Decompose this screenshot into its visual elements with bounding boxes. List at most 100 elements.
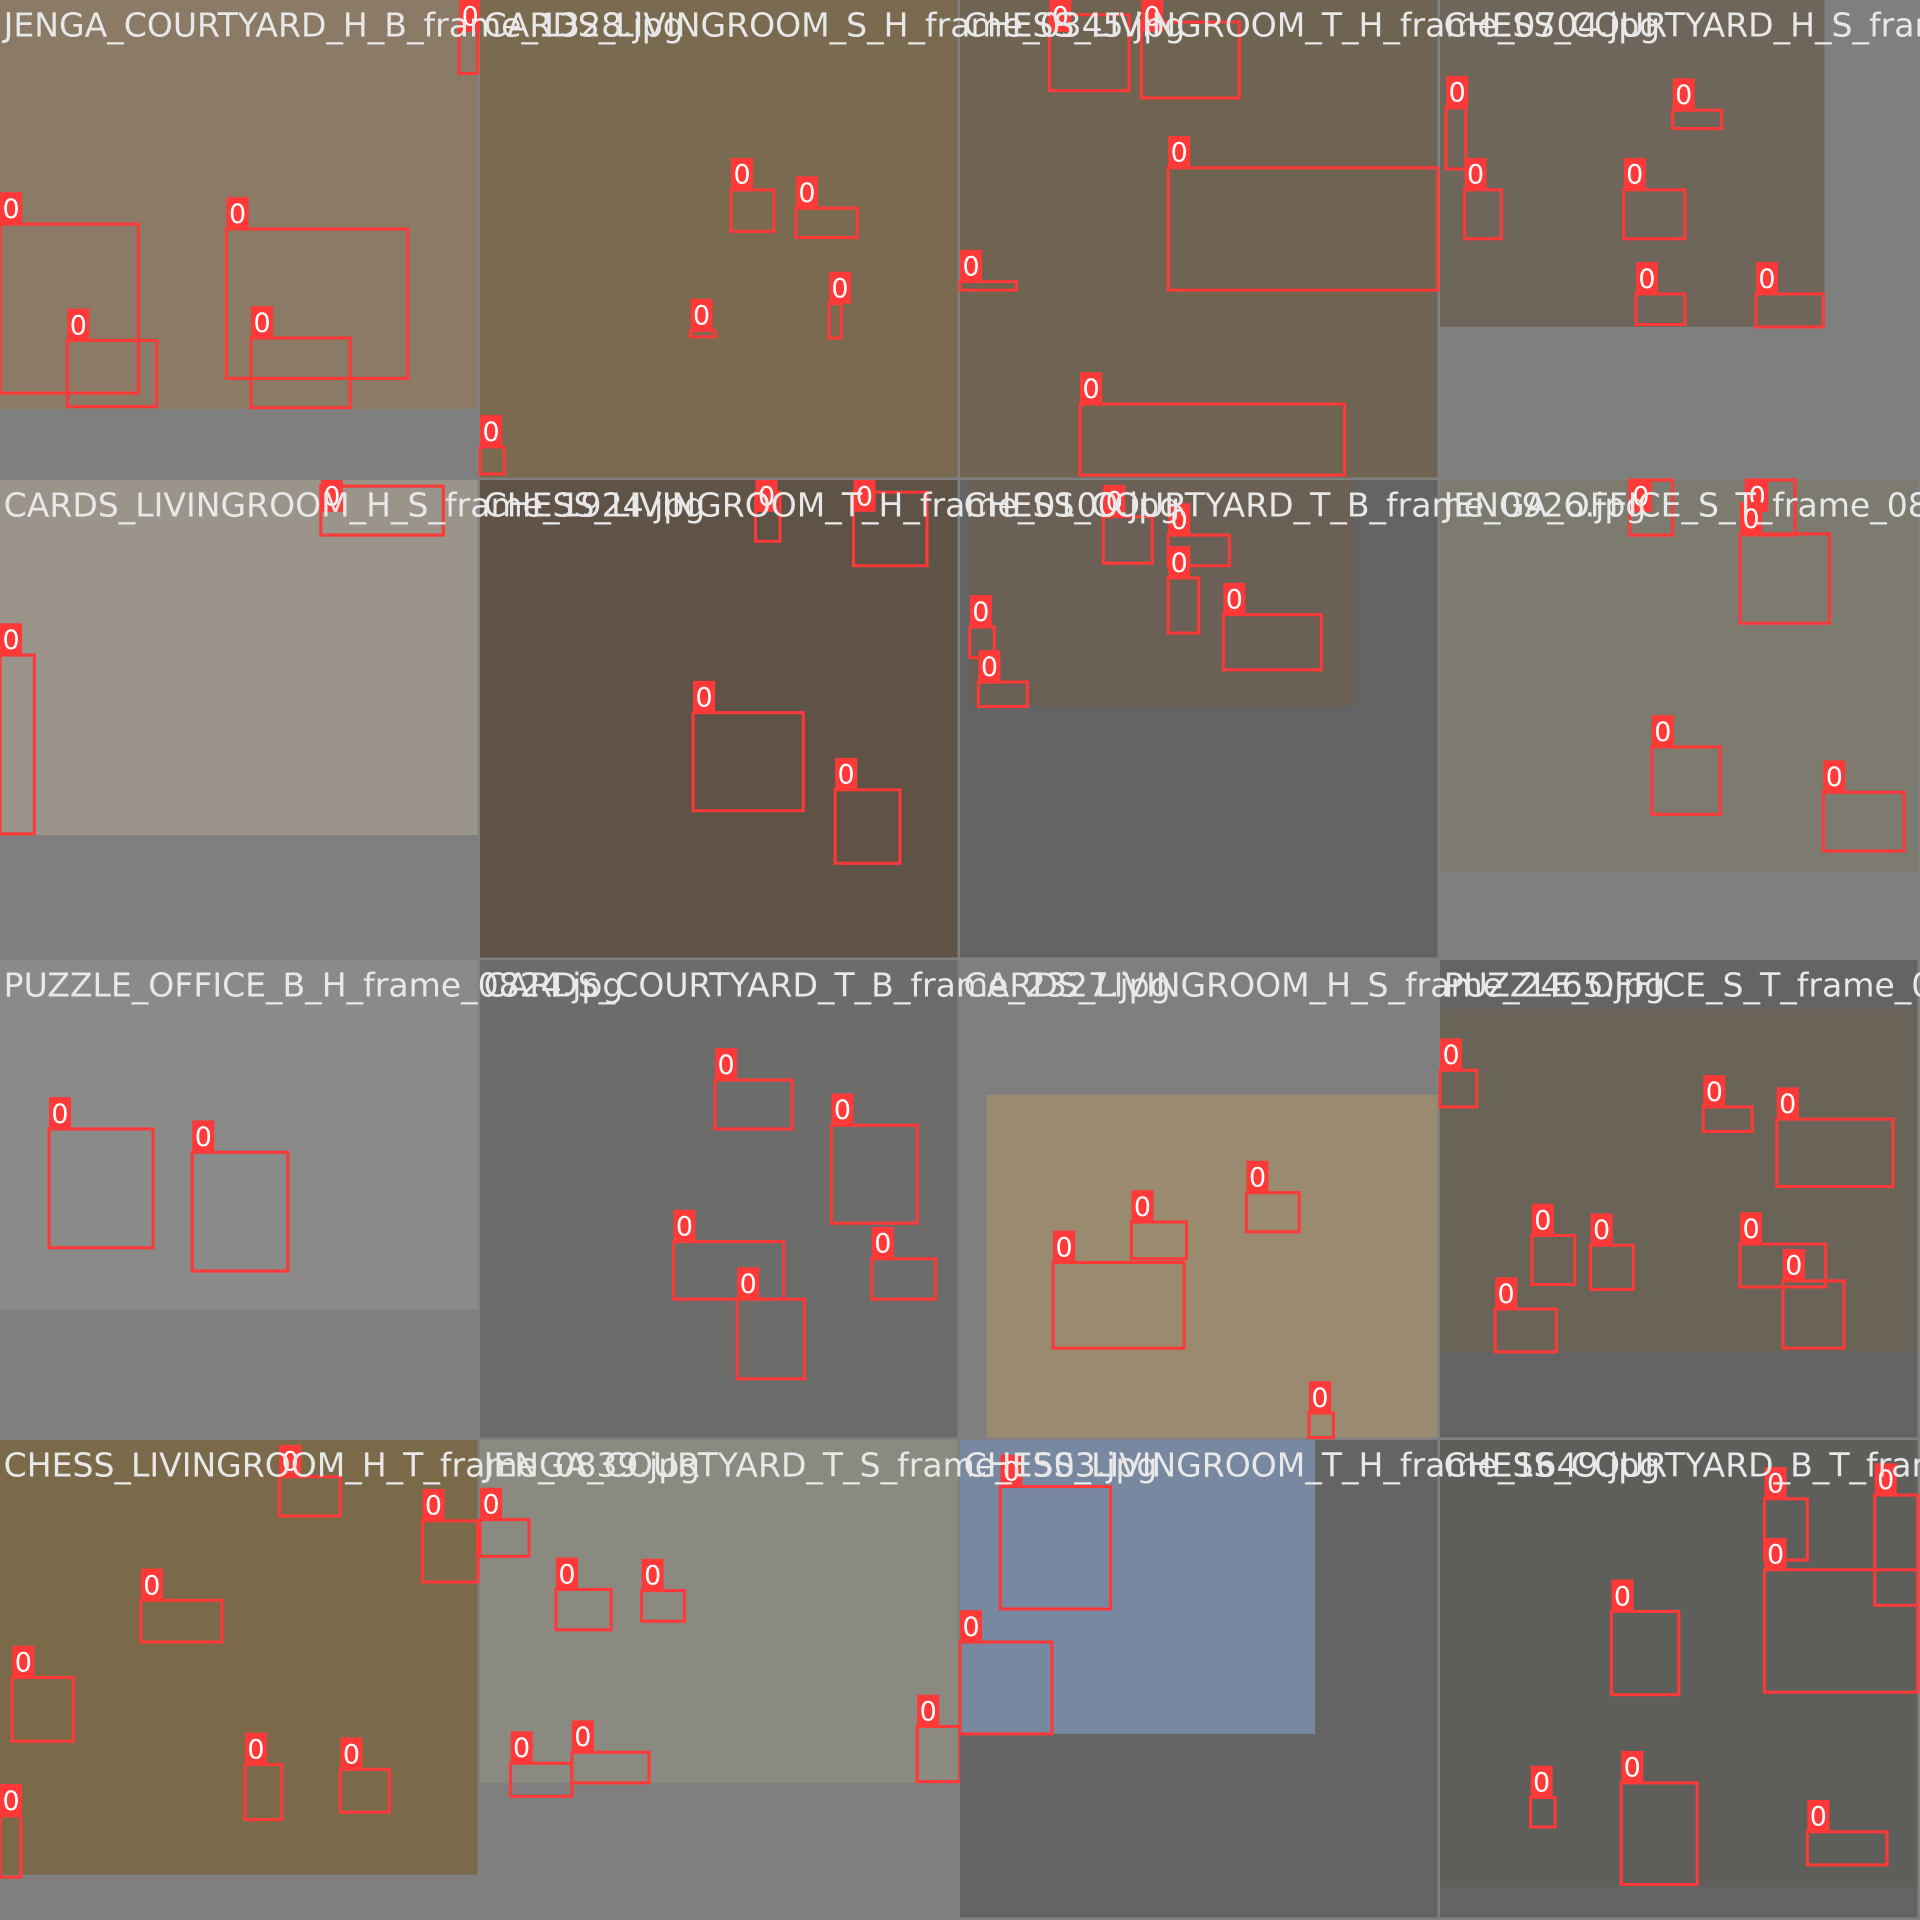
tile-title: CARDS_LIVINGROOM_S_H_frame_0345.jpg [484,6,1186,45]
tile-title: JENGA_OFFICE_S_T_frame_0824.jpg [1442,486,1920,525]
label-background [831,1093,854,1126]
bounding-box [1101,515,1154,565]
label-background [422,1488,445,1521]
bounding-box [833,788,902,865]
bounding-box [1221,613,1323,672]
class-label: 0 [1534,1205,1551,1236]
bounding-box [1493,1307,1558,1354]
photo [1440,1008,1918,1352]
tile: 0 0 0 0 0 [480,960,958,1438]
class-label: 0 [143,1570,160,1601]
class-label: 0 [1134,1192,1151,1223]
label-background [1651,715,1674,747]
class-label: 0 [758,482,775,513]
bounding-box [570,1750,651,1785]
class-label: 0 [733,160,750,191]
class-label: 0 [70,310,87,341]
label-background [510,1731,533,1764]
label-background [853,480,876,512]
label-background [1080,372,1103,405]
label-background [1049,0,1072,32]
label-background [1874,1463,1897,1496]
bounding-box [190,1150,290,1273]
bounding-box [1078,402,1347,477]
label-background [828,271,852,304]
label-background [571,1720,594,1753]
bounding-box [1245,1191,1301,1234]
tile-title: CHESS_LIVINGROOM_H_T_frame_0839.jpg [4,1446,701,1485]
class-label: 0 [1593,1215,1610,1246]
label-background [1246,1160,1269,1193]
class-label: 0 [574,1722,591,1753]
class-label: 0 [981,652,998,683]
label-background [835,757,858,790]
tile: 0 0 0 0 [480,480,958,958]
photo [960,1440,1316,1734]
label-background [1590,1213,1613,1246]
tile: 0 0 0 0 0 0 [478,1440,962,1918]
label-background [1531,1203,1554,1236]
class-label: 0 [195,1122,212,1153]
tile-title: PUZZLE_OFFICE_S_T_frame_0839.jpg [1444,966,1920,1005]
label-background [480,1487,503,1520]
class-label: 0 [15,1647,32,1678]
class-label: 0 [874,1229,891,1260]
class-label: 0 [676,1212,693,1243]
label-background [1131,1190,1154,1223]
label-background [1141,0,1164,32]
class-label: 0 [1654,717,1671,748]
bounding-box [1754,292,1825,329]
class-label: 0 [558,1559,575,1590]
label-background [1446,75,1469,108]
class-label: 0 [1082,374,1099,405]
label-background [0,623,23,656]
bounding-box [1821,790,1906,853]
label-background [1823,760,1846,793]
tile-title: CHESS_COURTYARD_H_S_frame_1924.jpg [1444,6,1920,45]
label-background [1464,157,1487,190]
tile: 0 0 0 0 0 [0,0,482,478]
tile: 0 0 0 0 [960,960,1438,1440]
label-background [1764,1466,1787,1499]
bounding-box [1047,13,1131,93]
bounding-box [976,680,1029,709]
bounding-box [1609,1609,1681,1697]
class-label: 0 [1106,487,1123,518]
bounding-box [65,338,159,409]
class-label: 0 [1171,138,1188,169]
photo [480,960,958,1438]
class-label: 0 [229,199,246,230]
photo [480,0,958,478]
bounding-box [139,1598,224,1644]
class-label: 0 [2,194,19,225]
class-label: 0 [1249,1163,1266,1194]
class-label: 0 [253,308,270,339]
label-background [1740,1212,1763,1245]
class-label: 0 [1767,1540,1784,1571]
class-label: 0 [1052,2,1069,33]
bounding-box [1530,1233,1577,1287]
bounding-box [10,1676,75,1743]
bounding-box [1762,1568,1920,1694]
class-label: 0 [718,1050,735,1081]
bounding-box [420,1519,480,1584]
label-background [1755,262,1778,294]
label-background [731,157,754,190]
bounding-box [47,1127,155,1250]
label-background [737,1267,760,1300]
class-label: 0 [1442,1040,1459,1071]
bounding-box [478,1518,531,1558]
tile: 00 00 0 000 [1438,960,1918,1438]
class-label: 0 [1003,1456,1020,1487]
tile: 00 [958,1440,1438,1918]
class-label: 0 [644,1560,661,1591]
class-label: 0 [693,300,710,331]
photo [960,0,1438,478]
label-background [1308,1381,1332,1414]
bounding-box [958,1640,1054,1736]
label-background [960,1610,983,1643]
photo [1440,480,1918,872]
tile: 0 0 0 0 0 0 [960,480,1438,958]
class-label: 0 [2,1786,19,1817]
label-background [969,595,992,627]
